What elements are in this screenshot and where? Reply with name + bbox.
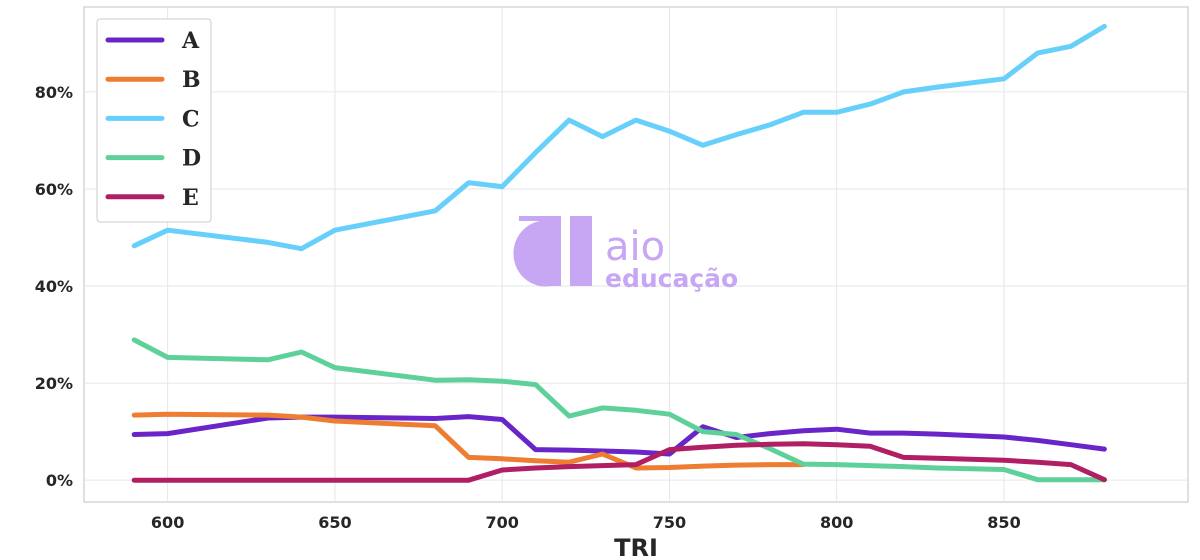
y-tick-label: 60% <box>35 180 73 199</box>
legend-label-D: D <box>182 146 201 172</box>
watermark-educacao-text: educação <box>605 264 738 293</box>
x-tick-label: 850 <box>987 513 1020 532</box>
x-tick-labels: 600 650 700 750 800 850 <box>151 513 1021 532</box>
y-tick-labels: 0% 20% 40% 60% 80% <box>35 83 73 490</box>
y-tick-label: 0% <box>46 471 73 490</box>
aio-watermark-logo: aio educação <box>513 216 738 293</box>
legend-label-A: A <box>181 28 200 54</box>
x-tick-label: 700 <box>485 513 518 532</box>
series-line-B <box>131 411 806 471</box>
x-tick-label: 650 <box>318 513 351 532</box>
series-line-A <box>131 414 1107 457</box>
series-line-D <box>131 337 1107 483</box>
aio-logo-mark <box>513 216 561 287</box>
aio-logo-bar <box>570 216 592 286</box>
y-tick-label: 40% <box>35 277 73 296</box>
series-line-E <box>131 441 1107 483</box>
x-tick-label: 750 <box>653 513 686 532</box>
x-axis-title: TRI <box>614 534 658 560</box>
y-tick-label: 20% <box>35 374 73 393</box>
watermark-aio-text: aio <box>605 224 665 270</box>
legend-label-B: B <box>182 67 201 93</box>
x-tick-label: 600 <box>151 513 184 532</box>
x-tick-label: 800 <box>820 513 853 532</box>
legend-label-C: C <box>182 106 200 132</box>
y-tick-label: 80% <box>35 83 73 102</box>
legend-label-E: E <box>182 185 199 211</box>
grid-lines <box>84 7 1188 502</box>
series-lines <box>131 23 1107 483</box>
series-line-C <box>131 23 1107 252</box>
